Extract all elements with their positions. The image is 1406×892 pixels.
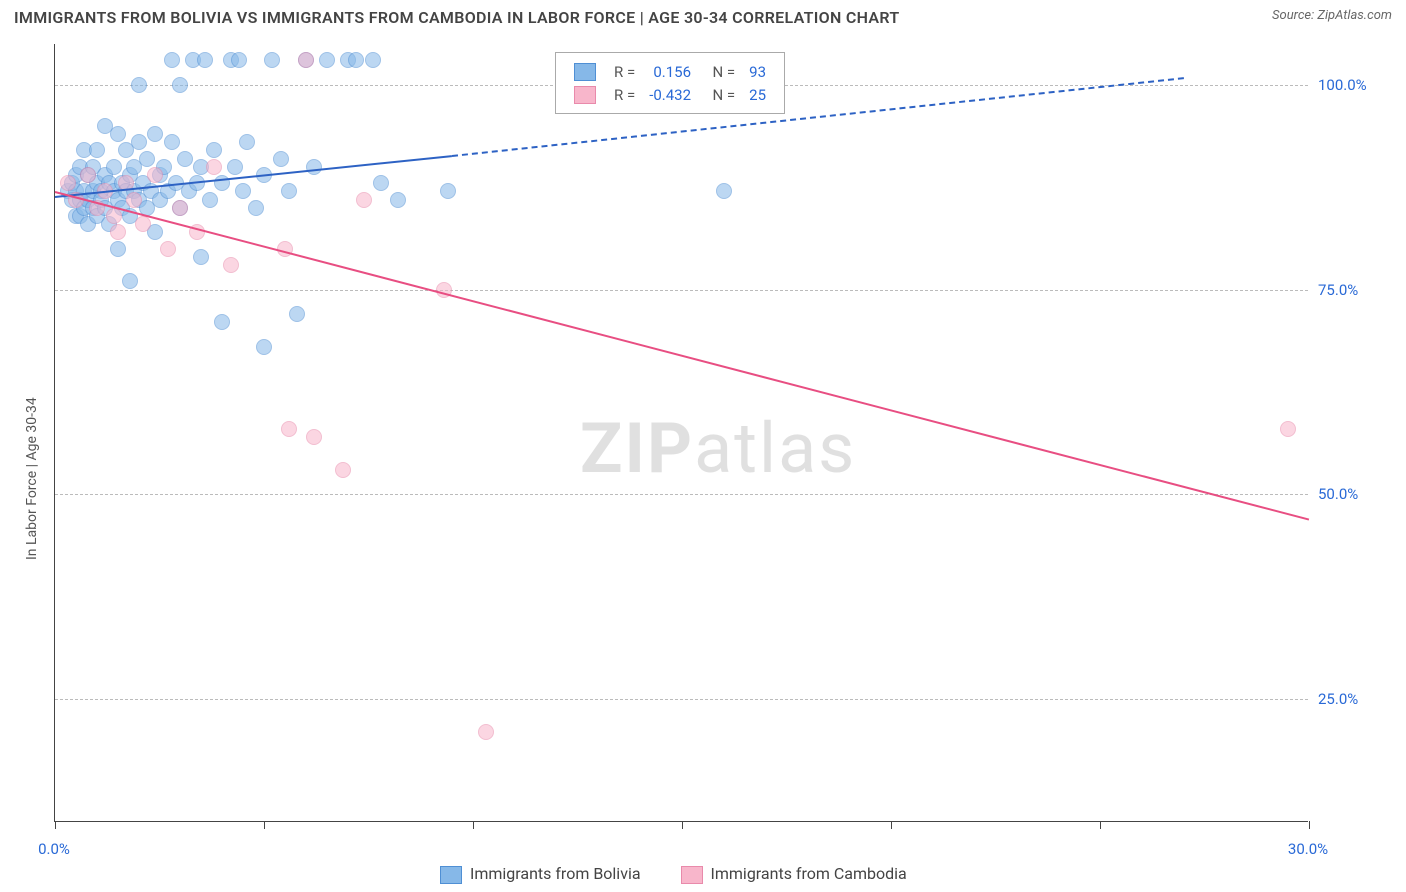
legend-item: Immigrants from Cambodia — [681, 864, 907, 884]
data-point — [390, 192, 406, 208]
x-tick — [264, 821, 265, 829]
legend-r-value: 0.156 — [643, 61, 697, 82]
y-tick-label: 100.0% — [1318, 76, 1388, 94]
data-point — [147, 167, 163, 183]
x-tick-label: 30.0% — [1288, 840, 1328, 858]
data-point — [716, 183, 732, 199]
data-point — [231, 52, 247, 68]
data-point — [248, 200, 264, 216]
x-tick — [55, 821, 56, 829]
y-tick-label: 50.0% — [1318, 485, 1388, 503]
data-point — [440, 183, 456, 199]
legend-r-label: R = — [608, 84, 641, 105]
x-tick — [891, 821, 892, 829]
legend-n-label: N = — [699, 61, 741, 82]
data-point — [89, 142, 105, 158]
legend-n-value: 93 — [743, 61, 772, 82]
data-point — [256, 339, 272, 355]
legend-r-label: R = — [608, 61, 641, 82]
data-point — [223, 257, 239, 273]
data-point — [131, 77, 147, 93]
data-point — [110, 241, 126, 257]
data-point — [160, 241, 176, 257]
data-point — [289, 306, 305, 322]
correlation-legend: R =0.156 N =93R =-0.432 N =25 — [555, 52, 785, 114]
x-tick — [1309, 821, 1310, 829]
data-point — [106, 208, 122, 224]
data-point — [122, 273, 138, 289]
legend-row: R =-0.432 N =25 — [568, 84, 772, 105]
x-tick — [473, 821, 474, 829]
gridline — [55, 290, 1308, 291]
data-point — [164, 134, 180, 150]
data-point — [1280, 421, 1296, 437]
legend-row: R =0.156 N =93 — [568, 61, 772, 82]
data-point — [206, 159, 222, 175]
data-point — [298, 52, 314, 68]
y-axis-label: In Labor Force | Age 30-34 — [24, 397, 40, 560]
data-point — [478, 724, 494, 740]
legend-swatch — [574, 86, 596, 104]
data-point — [306, 429, 322, 445]
data-point — [110, 126, 126, 142]
data-point — [348, 52, 364, 68]
data-point — [227, 159, 243, 175]
data-point — [135, 216, 151, 232]
data-point — [273, 151, 289, 167]
legend-r-value: -0.432 — [643, 84, 697, 105]
chart-plot-area: 25.0%50.0%75.0%100.0% — [54, 44, 1308, 822]
data-point — [264, 52, 280, 68]
chart-title: IMMIGRANTS FROM BOLIVIA VS IMMIGRANTS FR… — [14, 8, 899, 27]
x-tick-label: 0.0% — [38, 840, 70, 858]
data-point — [139, 151, 155, 167]
data-point — [319, 52, 335, 68]
series-legend: Immigrants from Bolivia Immigrants from … — [440, 864, 907, 884]
data-point — [235, 183, 251, 199]
x-tick — [1100, 821, 1101, 829]
data-point — [172, 200, 188, 216]
data-point — [177, 151, 193, 167]
data-point — [373, 175, 389, 191]
data-point — [214, 314, 230, 330]
data-point — [356, 192, 372, 208]
data-point — [306, 159, 322, 175]
y-tick-label: 75.0% — [1318, 281, 1388, 299]
legend-swatch — [574, 63, 596, 81]
legend-swatch — [681, 866, 703, 884]
legend-series-name: Immigrants from Bolivia — [470, 864, 641, 883]
data-point — [202, 192, 218, 208]
legend-series-name: Immigrants from Cambodia — [711, 864, 907, 883]
data-point — [164, 52, 180, 68]
data-point — [60, 175, 76, 191]
trend-line — [55, 191, 1310, 521]
data-point — [335, 462, 351, 478]
data-point — [126, 192, 142, 208]
data-point — [206, 142, 222, 158]
data-point — [80, 167, 96, 183]
data-point — [197, 52, 213, 68]
gridline — [55, 699, 1308, 700]
source-label: Source: ZipAtlas.com — [1272, 8, 1392, 23]
y-tick-label: 25.0% — [1318, 690, 1388, 708]
data-point — [106, 159, 122, 175]
data-point — [365, 52, 381, 68]
data-point — [147, 126, 163, 142]
legend-n-value: 25 — [743, 84, 772, 105]
gridline — [55, 494, 1308, 495]
legend-item: Immigrants from Bolivia — [440, 864, 641, 884]
data-point — [239, 134, 255, 150]
data-point — [131, 134, 147, 150]
x-tick — [682, 821, 683, 829]
data-point — [281, 183, 297, 199]
data-point — [281, 421, 297, 437]
legend-n-label: N = — [699, 84, 741, 105]
data-point — [193, 249, 209, 265]
legend-swatch — [440, 866, 462, 884]
data-point — [172, 77, 188, 93]
data-point — [110, 224, 126, 240]
